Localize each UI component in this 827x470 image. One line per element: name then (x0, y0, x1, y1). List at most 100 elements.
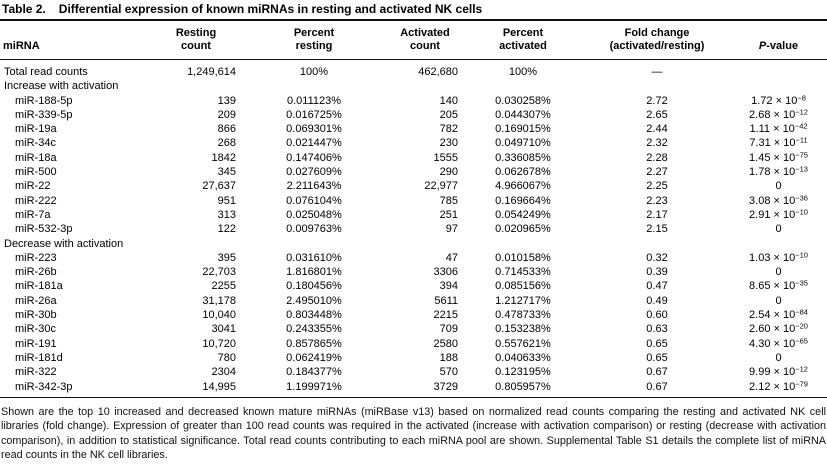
fold-change-cell: 2.15 (646, 223, 668, 236)
p-value-cell: 0 (775, 294, 782, 307)
percent-resting-cell: 0.027609% (286, 166, 342, 179)
mirna-expression-table: miRNA Resting count Percent resting Activated… (0, 21, 827, 398)
resting-count-cell: 122 (217, 223, 236, 236)
table-row: miR-34c 268 0.021447% 230 0.049710% 2.32 7.31 … (0, 136, 827, 150)
percent-resting-cell: 0.076104% (286, 194, 342, 207)
resting-count-cell: 395 (217, 251, 236, 264)
percent-activated-cell: 0.557621% (495, 337, 551, 350)
percent-activated-cell: 0.062678% (495, 166, 551, 179)
table-row: miR-7a 313 0.025048% 251 0.054249% 2.17 2.91 ×… (0, 208, 827, 222)
activated-count-cell: 709 (439, 323, 458, 336)
table-row: miR-18a 1842 0.147406% 1555 0.336085% 2.28 1.4… (0, 151, 827, 165)
section-row: Decrease with activation (0, 237, 827, 251)
p-value-cell: 7.31 × 10−11 (749, 135, 808, 150)
p-value-cell: 1.45 × 10−75 (749, 150, 808, 164)
activated-count-cell: 140 (439, 94, 458, 107)
mirna-cell: miR-34c (15, 137, 56, 150)
p-value-cell: 1.72 × 10−8 (751, 93, 806, 107)
p-value-cell: 0 (775, 351, 782, 364)
mirna-cell: miR-322 (15, 366, 57, 379)
activated-count-cell: 394 (439, 280, 458, 293)
mirna-cell: miR-342-3p (15, 380, 73, 393)
percent-resting-cell: 0.016725% (286, 108, 342, 121)
percent-resting-cell: 2.495010% (286, 294, 342, 307)
section-row: Increase with activation (0, 79, 827, 93)
table-row: miR-500 345 0.027609% 290 0.062678% 2.27 1.78 … (0, 165, 827, 179)
table-row: miR-532-3p 122 0.009763% 97 0.020965% 2.15 0 (0, 222, 827, 236)
mirna-cell: miR-26b (15, 266, 57, 279)
p-value-cell: 1.78 × 10−13 (749, 164, 808, 179)
percent-resting-cell: 0.021447% (286, 137, 342, 150)
mirna-cell: miR-500 (15, 166, 57, 179)
mirna-cell: miR-191 (15, 337, 57, 350)
column-header-activated-count: Activated count (388, 21, 462, 60)
resting-count-cell: 345 (217, 166, 236, 179)
section-label: Decrease with activation (4, 237, 124, 250)
table-row: miR-322 2304 0.184377% 570 0.123195% 0.67 9.99… (0, 365, 827, 379)
mirna-cell: miR-7a (15, 208, 51, 221)
mirna-cell: miR-181d (15, 351, 63, 364)
p-value-cell: 4.30 × 10−65 (749, 336, 808, 350)
mirna-cell: miR-19a (15, 123, 57, 136)
fold-change-cell: 2.72 (646, 94, 668, 107)
resting-count-cell: 2304 (211, 366, 236, 379)
percent-activated-cell: 0.049710% (495, 137, 551, 150)
resting-count-cell: 209 (217, 108, 236, 121)
column-header-percent-activated: Percent activated (462, 21, 584, 60)
table-row: miR-19a 866 0.069301% 782 0.169015% 2.44 1.11 … (0, 122, 827, 136)
percent-resting-cell: 0.031610% (286, 251, 342, 264)
resting-count-cell: 139 (217, 94, 236, 107)
p-value-cell: 2.68 × 10−12 (749, 107, 808, 121)
p-value-cell: 2.12 × 10−79 (749, 379, 808, 393)
fold-change-cell: 2.23 (646, 194, 668, 207)
table-row: miR-188-5p 139 0.011123% 140 0.030258% 2.72 1.… (0, 94, 827, 108)
activated-count-cell: 782 (439, 123, 458, 136)
percent-activated-cell: 100% (508, 66, 538, 78)
resting-count-cell: 268 (217, 137, 236, 150)
percent-activated-cell: 0.044307% (495, 108, 551, 121)
p-value-cell: 0 (775, 180, 782, 193)
resting-count-cell: 1,249,614 (187, 66, 236, 78)
column-header-p-value: P-value (730, 21, 827, 60)
table-row: miR-181d 780 0.062419% 188 0.040633% 0.65 0 (0, 351, 827, 365)
p-value-cell: 0 (775, 266, 782, 279)
table-body: Total read counts 1,249,614 100% 462,680 100… (0, 60, 827, 398)
p-value-cell (730, 60, 827, 80)
percent-activated-cell: 4.966067% (495, 180, 551, 193)
resting-count-cell: 313 (217, 208, 236, 221)
percent-resting-cell: 0.803448% (286, 309, 342, 322)
table-row: miR-30b 10,040 0.803448% 2215 0.478733% 0.60 2… (0, 308, 827, 322)
activated-count-cell: 462,680 (418, 66, 458, 78)
table-row: miR-222 951 0.076104% 785 0.169664% 2.23 3.08 … (0, 194, 827, 208)
resting-count-cell: 2255 (211, 280, 236, 293)
p-value-cell: 2.60 × 10−20 (749, 321, 808, 336)
fold-change-cell: 0.63 (646, 323, 668, 336)
percent-activated-cell: 0.085156% (495, 280, 551, 293)
resting-count-cell: 31,178 (202, 294, 236, 307)
column-header-fold-change: Fold change (activated/resting) (584, 21, 730, 60)
fold-change-cell: 0.47 (646, 280, 668, 293)
table-row: miR-181a 2255 0.180456% 394 0.085156% 0.47 8.6… (0, 279, 827, 293)
percent-resting-cell: 0.184377% (286, 366, 342, 379)
percent-activated-cell: 0.030258% (495, 94, 551, 107)
resting-count-cell: 3041 (211, 323, 236, 336)
percent-resting-cell: 0.025048% (286, 208, 342, 221)
percent-resting-cell: 0.857865% (286, 337, 342, 350)
fold-change-cell: 2.32 (646, 137, 668, 150)
resting-count-cell: 780 (217, 351, 236, 364)
percent-activated-cell: 0.169015% (495, 123, 551, 136)
resting-count-cell: 10,040 (202, 309, 236, 322)
resting-count-cell: 866 (217, 123, 236, 136)
activated-count-cell: 1555 (433, 151, 458, 164)
p-value-cell: 2.91 × 10−10 (749, 207, 808, 221)
activated-count-cell: 97 (445, 223, 458, 236)
percent-resting-cell: 1.816801% (286, 266, 342, 279)
percent-activated-cell: 0.169664% (495, 194, 551, 207)
column-header-resting-count: Resting count (152, 21, 240, 60)
activated-count-cell: 785 (439, 194, 458, 207)
table-row: miR-30c 3041 0.243355% 709 0.153238% 0.63 2.60… (0, 322, 827, 336)
activated-count-cell: 290 (439, 166, 458, 179)
mirna-cell: miR-339-5p (15, 108, 73, 121)
percent-activated-cell: 0.020965% (495, 223, 551, 236)
